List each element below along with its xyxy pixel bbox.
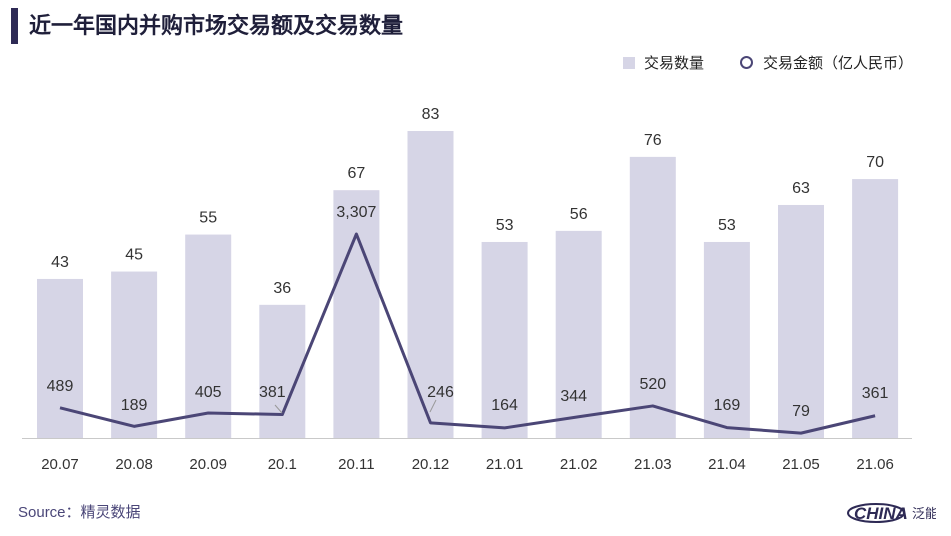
- x-tick-label: 20.1: [268, 456, 297, 473]
- bar: [185, 234, 232, 438]
- bar-data-label: 53: [496, 217, 514, 234]
- x-tick-label: 21.06: [856, 456, 894, 473]
- legend-bar-swatch: [622, 56, 635, 69]
- bar: [555, 230, 602, 438]
- line-data-label: 381: [259, 384, 286, 401]
- legend: 交易数量 交易金额（亿人民币）: [587, 52, 913, 73]
- bar: [778, 204, 824, 438]
- x-tick-label: 21.05: [782, 456, 820, 473]
- line-data-label: 3,307: [336, 204, 376, 221]
- bar-data-label: 45: [125, 247, 143, 264]
- logo-text: HINA: [866, 504, 908, 523]
- bar: [37, 278, 83, 438]
- x-tick-label: 20.09: [189, 456, 227, 473]
- line-data-label: 79: [792, 403, 810, 420]
- label-leader: [274, 404, 283, 414]
- chart-title: 近一年国内并购市场交易额及交易数量: [29, 13, 404, 38]
- x-tick-label: 20.07: [41, 456, 79, 473]
- bar-data-label: 43: [51, 254, 69, 271]
- x-tick-label: 21.03: [634, 456, 672, 473]
- legend-line-label: 交易金额（亿人民币）: [762, 55, 913, 72]
- bar-data-label: 53: [718, 217, 736, 234]
- bar-data-label: 67: [348, 165, 366, 182]
- line-data-label: 405: [195, 384, 222, 401]
- line-data-label: 164: [491, 397, 518, 414]
- title-accent-bar: [11, 8, 18, 44]
- x-tick-label: 21.01: [486, 456, 524, 473]
- x-tick-label: 20.11: [338, 456, 374, 473]
- bar-data-label: 63: [792, 180, 810, 197]
- amount-line: [59, 232, 876, 435]
- line-data-label: 169: [714, 397, 741, 414]
- line-data-label: 489: [47, 378, 74, 395]
- legend-line-marker: [739, 56, 753, 69]
- bar: [333, 190, 380, 438]
- line-data-label: 189: [121, 397, 148, 414]
- bar-data-label: 83: [422, 106, 440, 123]
- bar: [852, 179, 899, 438]
- x-tick-label: 20.08: [115, 456, 153, 473]
- svg-text:泛能: 泛能: [912, 507, 936, 522]
- label-leader: [429, 399, 437, 413]
- source-note: Source：精灵数据: [18, 504, 141, 521]
- bar-data-label: 36: [273, 280, 291, 297]
- bar-data-label: 56: [570, 206, 588, 223]
- legend-bar-label: 交易数量: [643, 55, 704, 72]
- bar-data-label: 55: [199, 210, 217, 227]
- bar: [481, 241, 528, 438]
- line-data-label: 246: [427, 384, 454, 401]
- line-data-label: 520: [639, 376, 666, 393]
- svg-text:CHINA: CHINA: [854, 504, 908, 523]
- legend-item-bars: 交易数量: [622, 52, 704, 73]
- bar-data-label: 70: [866, 154, 884, 171]
- line-data-label: 361: [862, 385, 889, 402]
- bar: [629, 156, 676, 438]
- bar: [111, 271, 158, 438]
- x-tick-label: 21.02: [560, 456, 598, 473]
- line-data-label: 344: [560, 388, 587, 405]
- x-tick-label: 20.12: [412, 456, 450, 473]
- legend-item-line: 交易金额（亿人民币）: [739, 52, 913, 73]
- x-tick-label: 21.04: [708, 456, 746, 473]
- bar-data-label: 76: [644, 132, 662, 149]
- china-logo: CHINA 泛能: [847, 503, 936, 523]
- bar: [703, 241, 750, 438]
